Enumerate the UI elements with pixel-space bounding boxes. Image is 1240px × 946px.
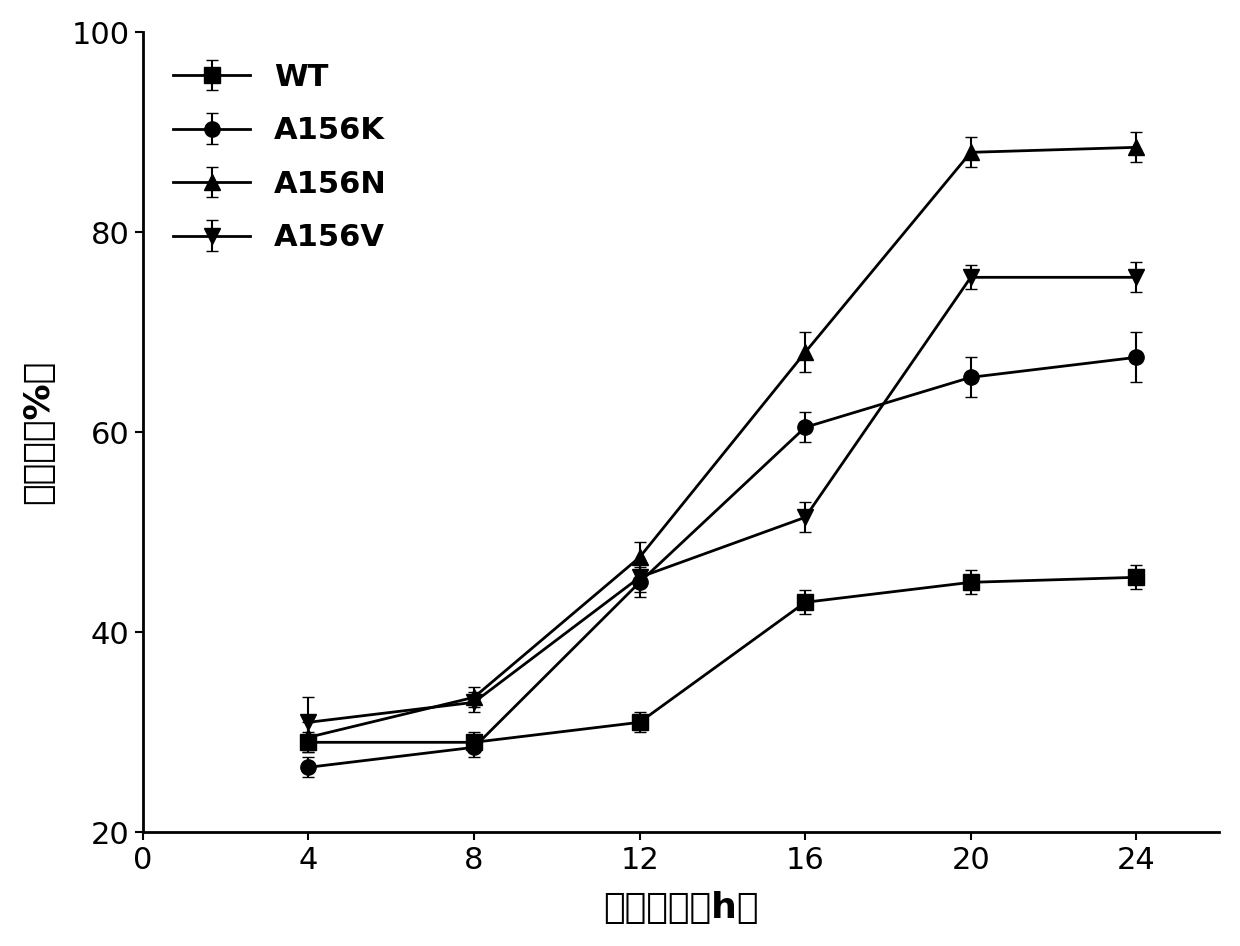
Legend: WT, A156K, A156N, A156V: WT, A156K, A156N, A156V [157, 47, 402, 268]
Y-axis label: 转化率（%）: 转化率（%） [21, 360, 55, 504]
X-axis label: 反应时间（h）: 反应时间（h） [603, 891, 759, 925]
